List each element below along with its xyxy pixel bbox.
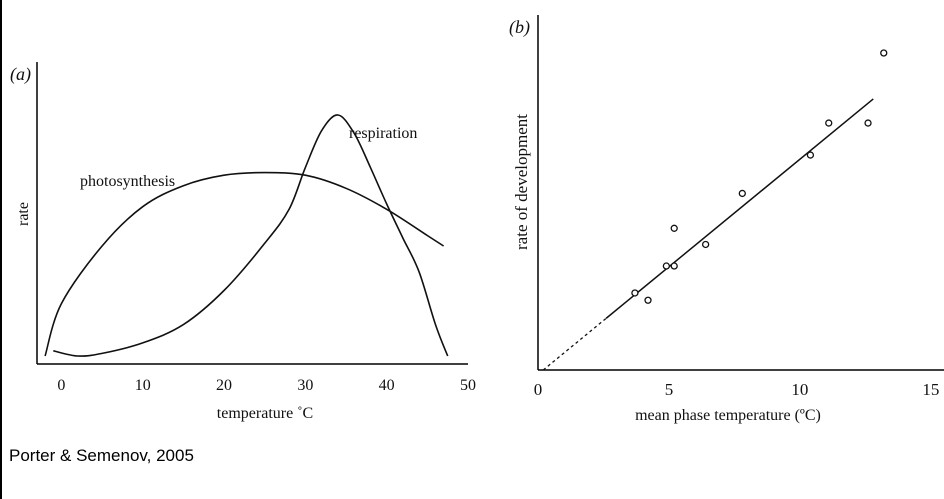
panel-a-tick-label: 50: [460, 377, 476, 394]
data-point: [806, 151, 815, 159]
fit-line-extrapolated: [542, 317, 607, 371]
source-caption: Porter & Semenov, 2005: [9, 446, 194, 465]
panel-b-x-ticks: 0 5 10 15: [534, 380, 940, 399]
panel-b-ylabel: rate of development: [512, 114, 531, 250]
data-point: [670, 224, 678, 232]
data-point: [701, 240, 710, 249]
panel-b-label: (b): [509, 17, 530, 38]
panel-a-tick-label: 0: [57, 377, 65, 394]
panel-a: (a) 0 10 20 30 40 50 rate temperature ˚C phot…: [10, 62, 476, 422]
data-point: [662, 262, 670, 270]
fit-line: [605, 98, 874, 319]
data-point: [631, 289, 639, 297]
photosynthesis-label: photosynthesis: [80, 173, 175, 190]
panel-a-x-ticks: 0 10 20 30 40 50: [57, 377, 476, 394]
panel-b-tick-label: 0: [534, 380, 543, 399]
data-point: [825, 119, 833, 127]
panel-b-tick-label: 15: [922, 380, 939, 399]
data-point: [880, 49, 888, 57]
panel-b-points: [631, 49, 888, 304]
panel-a-tick-label: 10: [135, 377, 151, 394]
respiration-label: respiration: [349, 125, 417, 142]
data-point: [738, 189, 746, 198]
panel-a-tick-label: 20: [216, 377, 232, 394]
data-point: [644, 296, 652, 304]
panel-b-tick-label: 5: [665, 380, 674, 399]
panel-b-xlabel: mean phase temperature (ºC): [635, 407, 821, 424]
panel-a-label: (a): [10, 64, 31, 85]
photosynthesis-line: [44, 171, 445, 357]
panel-a-tick-label: 30: [297, 377, 313, 394]
data-point: [864, 119, 872, 127]
respiration-line: [53, 114, 449, 357]
panel-a-ylabel: rate: [15, 202, 32, 226]
panel-b-tick-label: 10: [791, 380, 808, 399]
charts-svg: (a) 0 10 20 30 40 50 rate temperature ˚C phot…: [10, 15, 944, 424]
panel-b: (b) 0 5 10 15 rate of development mean phas…: [509, 15, 944, 424]
left-border: [0, 0, 2, 499]
data-point: [670, 262, 678, 270]
panel-a-tick-label: 40: [379, 377, 395, 394]
panel-a-xlabel: temperature ˚C: [217, 405, 313, 422]
